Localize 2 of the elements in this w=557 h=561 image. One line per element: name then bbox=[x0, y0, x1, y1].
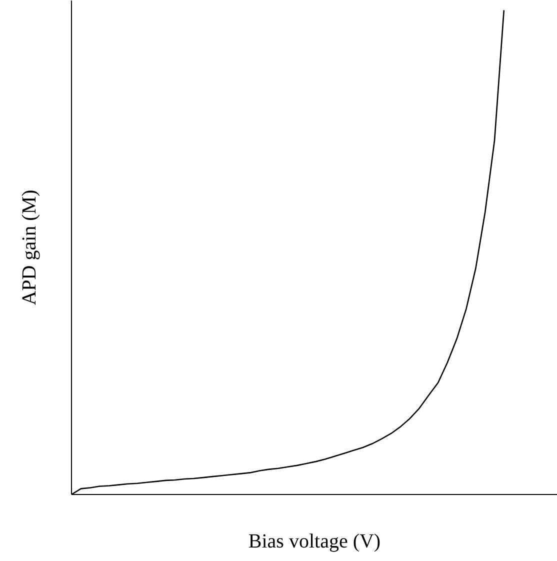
y-axis-title: APD gain (M) bbox=[18, 190, 40, 306]
x-axis-title: Bias voltage (V) bbox=[248, 530, 381, 552]
